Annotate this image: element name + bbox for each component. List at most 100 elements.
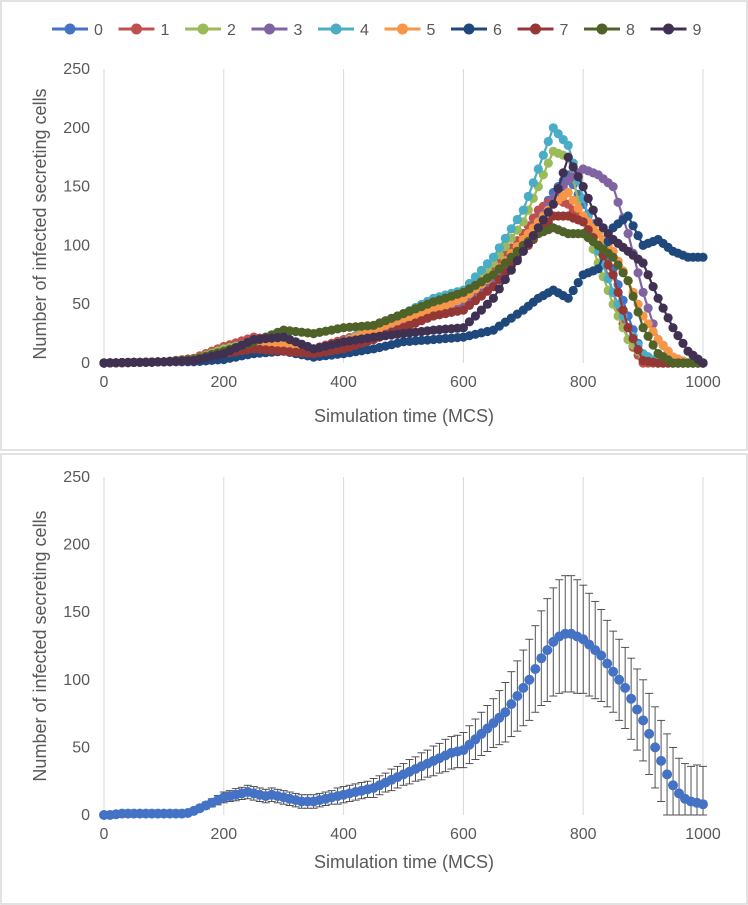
top-x-tick-label: 0	[100, 374, 109, 391]
bottom-y-tick-label: 250	[63, 469, 90, 486]
series-9-point	[528, 231, 538, 241]
series-7-point	[608, 270, 618, 280]
legend-swatch-marker	[131, 23, 142, 35]
mean-point	[614, 674, 625, 685]
mean-point	[638, 715, 649, 726]
mean-point	[596, 650, 607, 661]
series-9-point	[476, 305, 486, 315]
legend-entry-label: 5	[427, 22, 436, 39]
top-series-group	[99, 123, 708, 368]
legend-entry-label: 6	[493, 22, 502, 39]
series-3-point	[643, 303, 653, 313]
bottom-y-tick-label: 100	[63, 672, 90, 689]
bottom-y-tick-label: 0	[81, 807, 90, 824]
legend-entry-label: 2	[227, 22, 236, 39]
series-6-point	[573, 278, 583, 288]
top-axes: 0 200 400 600 800 1000 0 50 100 150 200 250	[63, 61, 721, 391]
series-3-point	[623, 229, 633, 239]
series-6-point	[628, 221, 638, 231]
legend-swatch-marker	[197, 23, 209, 35]
mean-point	[524, 674, 535, 685]
legend-swatch-marker	[330, 23, 342, 35]
series-9-point	[533, 223, 543, 233]
series-4-point	[482, 259, 492, 269]
legend-entry-label: 8	[626, 22, 635, 39]
mean-point	[650, 742, 661, 753]
series-9-point	[488, 293, 498, 303]
top-y-tick-label: 0	[81, 355, 90, 372]
top-y-tick-label: 200	[63, 120, 90, 137]
legend-entry-label: 3	[294, 22, 303, 39]
legend-swatch-marker	[663, 23, 674, 35]
legend: 0 1 2 3 4 5 6 7 8 9	[52, 22, 702, 39]
mean-point	[620, 682, 631, 693]
series-7-point	[628, 334, 638, 344]
series-9-point	[583, 193, 593, 203]
mean-point	[626, 693, 637, 704]
series-9-point	[538, 215, 548, 225]
bottom-y-tick-label: 50	[72, 739, 90, 756]
top-y-tick-label: 50	[72, 296, 90, 313]
bottom-x-tick-label: 0	[100, 826, 109, 843]
series-9-point	[658, 303, 668, 313]
series-9-point	[543, 207, 553, 217]
bottom-axes: 0 200 400 600 800 1000 0 50 100 150 200 250	[63, 469, 721, 843]
series-9-point	[568, 162, 578, 172]
series-9-point	[588, 205, 598, 215]
mean-point	[536, 653, 547, 664]
bottom-x-tick-label: 600	[450, 826, 477, 843]
legend-swatch-marker	[596, 23, 608, 35]
series-9-point	[663, 313, 673, 323]
series-6-point	[568, 285, 578, 296]
series-9-point	[506, 265, 516, 275]
series-3-point	[613, 197, 623, 207]
series-5-point	[563, 187, 573, 198]
series-8-point	[638, 323, 648, 333]
series-9-point	[678, 338, 688, 348]
bottom-x-tick-label: 400	[330, 826, 357, 843]
series-9-point	[518, 246, 528, 256]
series-9-point	[523, 238, 533, 248]
series-8-point	[628, 291, 638, 301]
series-4-point	[506, 224, 516, 234]
legend-entry-label: 1	[161, 22, 170, 39]
top-y-tick-label: 250	[63, 61, 90, 78]
series-9-point	[558, 168, 568, 178]
series-9-point	[458, 323, 468, 333]
legend-swatch-marker	[264, 23, 275, 35]
series-9-point	[653, 293, 663, 303]
mean-point	[662, 769, 673, 780]
series-6-point	[563, 293, 573, 303]
series-9-point	[512, 256, 522, 266]
series-8-point	[494, 264, 504, 274]
series-4-point	[543, 136, 553, 147]
legend-entry-label: 4	[360, 22, 369, 39]
series-4-point	[488, 252, 498, 262]
series-6-point	[698, 252, 708, 262]
series-9-point	[553, 184, 563, 194]
series-6-point	[593, 264, 603, 274]
series-9-point	[482, 299, 492, 309]
legend-entry-label: 0	[94, 22, 103, 39]
series-7-point	[578, 217, 588, 227]
series-9-point	[668, 323, 678, 333]
series-4-point	[512, 214, 522, 225]
legend-swatch-marker	[530, 23, 541, 35]
series-4-point	[494, 243, 504, 253]
top-x-tick-label: 400	[330, 374, 357, 391]
series-4-point	[523, 191, 533, 201]
series-6-point	[633, 231, 643, 241]
mean-point	[506, 699, 517, 710]
legend-swatch-marker	[64, 23, 76, 35]
series-9-point	[573, 172, 583, 182]
bottom-y-tick-label: 200	[63, 537, 90, 554]
bottom-gridlines	[103, 477, 704, 815]
series-9-point	[563, 152, 573, 162]
series-9-point	[648, 282, 658, 292]
series-4-point	[538, 150, 548, 160]
top-chart-panel: 0 1 2 3 4 5 6 7 8 9 0 200 400 600 800 1000 0 50 100 150 200…	[0, 0, 748, 451]
series-3-point	[638, 287, 648, 297]
top-y-axis-title: Number of infected secreting cells	[30, 88, 50, 359]
series-9-point	[548, 199, 558, 209]
